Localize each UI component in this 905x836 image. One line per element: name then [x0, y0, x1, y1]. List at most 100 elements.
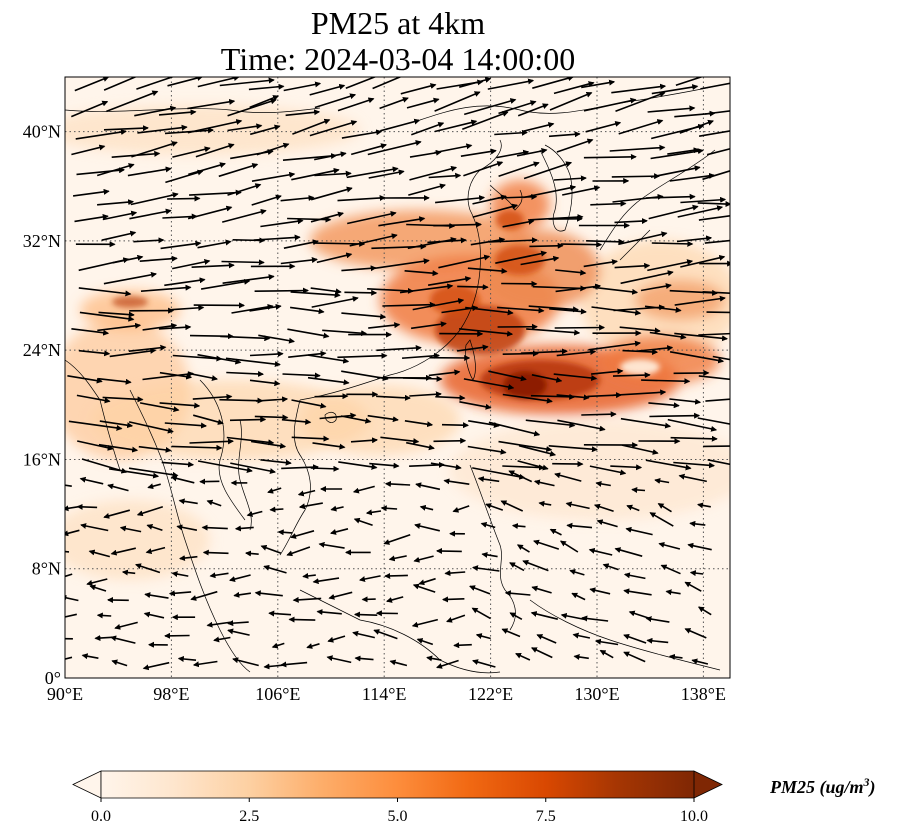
wind-arrow — [191, 262, 235, 269]
wind-arrow — [415, 482, 441, 491]
wind-arrow — [219, 397, 264, 404]
wind-arrow — [494, 129, 528, 136]
wind-arrow — [674, 332, 728, 342]
wind-arrow — [172, 258, 211, 270]
wind-arrow — [435, 195, 486, 204]
wind-arrow — [463, 98, 517, 116]
wind-arrow — [441, 422, 469, 429]
wind-arrow — [488, 421, 541, 437]
wind-arrow — [675, 77, 714, 86]
wind-arrow — [108, 468, 160, 479]
wind-arrow — [177, 656, 197, 662]
wind-arrow — [556, 138, 594, 153]
wind-arrow — [406, 441, 435, 451]
wind-arrow — [602, 563, 619, 571]
wind-arrow — [249, 124, 281, 136]
wind-arrow — [322, 329, 368, 337]
wind-arrow — [500, 500, 524, 512]
wind-arrow — [254, 287, 309, 294]
wind-arrow — [380, 436, 420, 445]
wind-arrow — [586, 238, 625, 245]
wind-arrow — [248, 83, 285, 91]
wind-arrow — [703, 445, 730, 448]
wind-arrow — [472, 467, 526, 480]
wind-arrow — [706, 311, 730, 314]
wind-arrow — [554, 472, 582, 482]
wind-arrow — [128, 421, 174, 434]
wind-arrow — [404, 420, 434, 428]
wind-arrow — [433, 437, 467, 444]
map-title-line2: Time: 2024-03-04 14:00:00 — [220, 41, 576, 77]
wind-arrow — [103, 509, 131, 519]
wind-arrow — [103, 271, 157, 285]
wind-arrow — [538, 500, 552, 507]
wind-arrow — [310, 287, 342, 295]
latitude-tick-label: 32°N — [23, 231, 61, 251]
wind-arrow — [698, 214, 730, 221]
wind-arrow — [502, 393, 553, 404]
wind-arrow — [462, 111, 509, 131]
wind-arrow — [65, 550, 70, 553]
colorbar-ticks: 0.0 2.5 5.0 7.5 10.0 — [91, 798, 708, 825]
wind-arrow — [418, 577, 436, 586]
wind-arrow — [651, 240, 694, 247]
wind-arrow — [426, 655, 442, 662]
wind-arrow — [517, 103, 549, 117]
wind-arrow — [140, 284, 192, 292]
wind-arrow — [373, 629, 398, 640]
wind-arrow — [65, 656, 73, 663]
wind-arrow — [161, 461, 195, 468]
wind-arrow — [501, 628, 521, 638]
wind-arrow — [649, 412, 701, 419]
wind-arrow — [121, 569, 136, 576]
wind-arrow — [562, 185, 601, 196]
wind-arrow — [585, 120, 622, 133]
wind-arrow — [530, 393, 576, 400]
wind-arrow — [367, 140, 422, 156]
wind-arrow — [365, 509, 382, 516]
wind-arrow — [137, 124, 188, 134]
wind-arrow — [372, 77, 403, 90]
wind-arrow — [283, 239, 319, 249]
wind-arrow — [625, 526, 653, 536]
wind-arrow — [571, 592, 586, 601]
wind-arrow — [188, 162, 226, 176]
wind-arrow — [89, 584, 107, 592]
wind-arrow — [470, 237, 506, 246]
wind-arrow — [172, 146, 211, 158]
wind-arrow — [76, 394, 111, 404]
wind-arrow — [65, 529, 80, 537]
wind-arrow — [253, 234, 301, 241]
wind-arrow — [442, 596, 465, 603]
wind-arrow — [282, 372, 321, 379]
wind-arrow — [409, 391, 442, 398]
wind-arrow — [389, 659, 408, 667]
wind-arrow — [502, 350, 539, 357]
wind-arrow — [144, 592, 169, 599]
wind-arrow — [292, 118, 331, 135]
wind-arrow — [192, 660, 218, 668]
wind-arrow — [684, 628, 707, 639]
wind-arrow — [197, 77, 240, 88]
wind-arrow — [511, 523, 526, 530]
wind-arrow — [468, 420, 500, 428]
wind-arrow — [94, 635, 113, 641]
map-panel: 90°E 98°E 106°E 114°E 122°E 130°E 138°E 0° 8°N 1… — [23, 76, 731, 704]
wind-arrow — [413, 555, 434, 563]
wind-arrow — [297, 489, 316, 497]
wind-arrow — [260, 544, 282, 554]
wind-arrow — [614, 218, 648, 225]
wind-arrow — [178, 498, 198, 505]
wind-arrow — [307, 376, 350, 386]
wind-arrow — [645, 616, 670, 623]
wind-arrow — [337, 97, 375, 112]
wind-arrow — [526, 328, 581, 336]
wind-arrow — [618, 119, 664, 135]
wind-arrow — [691, 658, 709, 665]
wind-arrow — [668, 653, 683, 660]
wind-arrow — [254, 590, 283, 597]
wind-arrow — [427, 276, 472, 286]
latitude-tick-label: 40°N — [23, 122, 61, 142]
wind-arrow — [612, 389, 667, 397]
wind-arrow — [310, 465, 340, 472]
